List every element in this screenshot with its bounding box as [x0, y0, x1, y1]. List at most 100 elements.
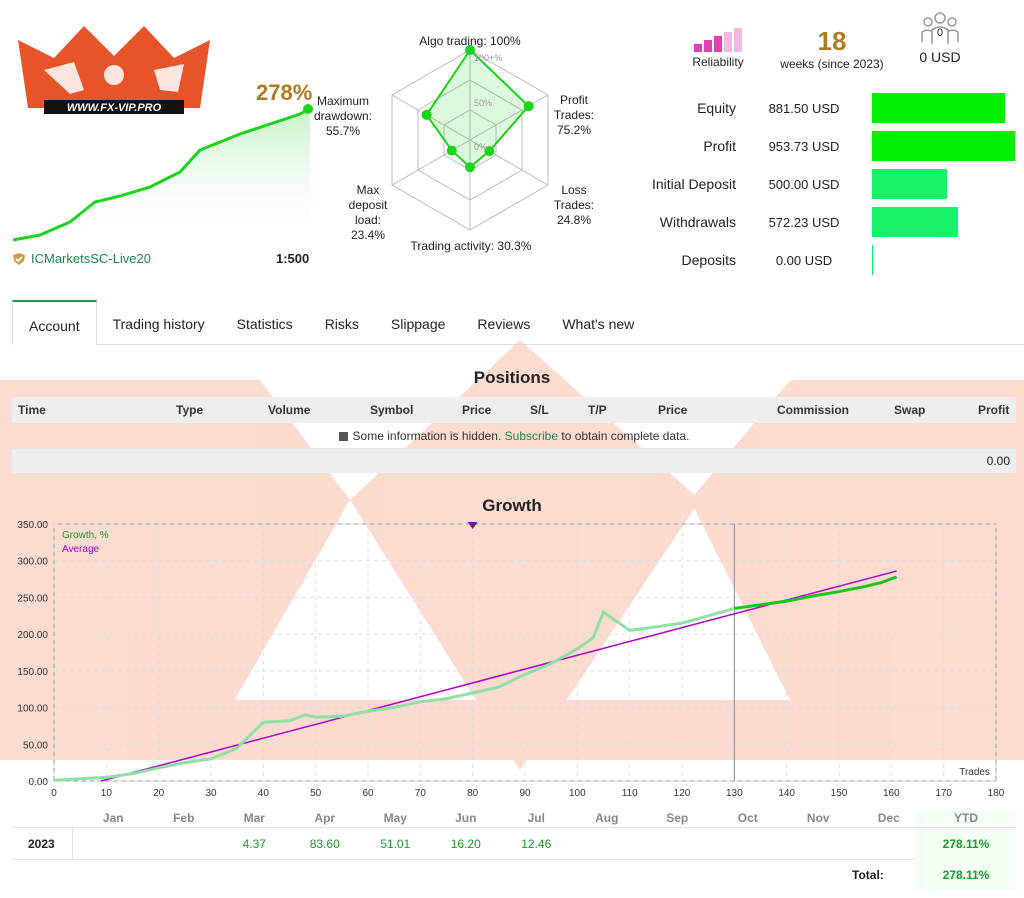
growth-chart: 0 10 20 30 40 50 60 70 80 90 100 110 120 130 140 150 160… [17, 520, 1004, 799]
x-tick-label: 150 [831, 788, 848, 799]
x-tick-label: 20 [153, 788, 165, 799]
balance-value: 572.23 USD [768, 214, 840, 230]
weeks-label: weeks (since 2023) [780, 57, 884, 71]
x-tick-label: 90 [519, 788, 531, 799]
x-tick-label: 170 [935, 788, 952, 799]
radar-chart: 100+% 50% 0% Algo trading: 100% Maximum d… [300, 30, 650, 260]
column-header: Volume [268, 403, 311, 417]
y-tick-label: 350.00 [17, 520, 48, 531]
column-header: Commission [777, 403, 850, 417]
x-tick-label: 140 [778, 788, 795, 799]
weeks-value: 18 [817, 26, 847, 56]
balance-value: 953.73 USD [768, 138, 840, 154]
tab-account[interactable]: Account [12, 300, 97, 345]
x-tick-label: 160 [883, 788, 900, 799]
column-header: Profit [978, 403, 1010, 417]
month-value: 16.20 [450, 837, 481, 851]
x-tick-label: 120 [674, 788, 691, 799]
month-value: 83.60 [309, 837, 340, 851]
hidden-info-row: Some information is hidden. Subscribe to… [12, 423, 1016, 449]
x-axis-label: Trades [959, 767, 990, 778]
balance-value: 881.50 USD [768, 100, 840, 116]
x-tick-label: 40 [258, 788, 270, 799]
legend-average: Average [62, 544, 100, 555]
balance-row-initial-deposit: Initial Deposit 500.00 USD [640, 169, 1024, 199]
balance-bar [872, 93, 1005, 123]
balance-bar [872, 169, 948, 199]
month-header: Jun [455, 811, 477, 825]
radar-point-loss-trades [484, 146, 495, 157]
month-header-row: Jan Feb Mar Apr May Jun Jul Aug Sep Oct Nov Dec YTD [12, 806, 1016, 828]
column-header: Swap [894, 403, 926, 417]
series-growth-line-recent [734, 575, 898, 610]
series-growth-line-history [53, 606, 735, 782]
month-header: Jan [102, 811, 124, 825]
column-header: Price [658, 403, 688, 417]
month-header: Dec [877, 811, 900, 825]
x-tick-label: 110 [622, 788, 638, 799]
profit-trades-label: Profit Trades: 75.2% [553, 93, 595, 137]
radar-point-max-drawdown [421, 109, 432, 120]
total-value: 278.11% [916, 860, 1016, 890]
month-header: Apr [314, 811, 336, 825]
x-tick-label: 50 [310, 788, 322, 799]
ytd-value: 278.11% [916, 828, 1016, 860]
column-divider [72, 828, 73, 860]
column-header: T/P [588, 403, 607, 417]
subscribers-stat[interactable]: 0 0 USD [910, 10, 970, 65]
y-tick-label: 250.00 [17, 593, 48, 604]
column-header: S/L [530, 403, 549, 417]
series-average-line [100, 570, 897, 782]
max-drawdown-label: Maximum drawdown: 55.7% [313, 94, 373, 138]
mini-growth-chart [12, 104, 313, 247]
month-header: Oct [737, 811, 758, 825]
balance-row-deposits: Deposits 0.00 USD [640, 245, 1024, 275]
y-tick-label: 300.00 [17, 557, 48, 568]
x-tick-label: 30 [205, 788, 217, 799]
monthly-returns-table: Jan Feb Mar Apr May Jun Jul Aug Sep Oct Nov Dec YTD 2… [12, 806, 1016, 890]
max-deposit-load-label: Max deposit load: 23.4% [348, 183, 388, 242]
subscribe-link[interactable]: Subscribe [504, 429, 559, 443]
year-row: 2023 4.37 83.60 51.01 16.20 12.46 278.11% [12, 828, 1016, 860]
month-header: Jul [527, 811, 545, 825]
balance-bar [872, 207, 959, 237]
total-row: Total: 278.11% [12, 860, 1016, 890]
svg-text:0: 0 [937, 27, 943, 39]
leverage: 1:500 [276, 251, 310, 266]
algo-trading-label: Algo trading: 100% [419, 34, 521, 48]
tab-statistics[interactable]: Statistics [236, 316, 293, 332]
x-tick-label: 60 [362, 788, 374, 799]
broker-name[interactable]: ICMarketsSC-Live20 [31, 251, 151, 266]
verified-shield-icon [13, 252, 25, 265]
growth-percentage: 278% [256, 80, 313, 105]
reliability-indicator[interactable]: Reliability [684, 28, 752, 69]
month-header: May [383, 811, 407, 825]
tab-slippage[interactable]: Slippage [390, 316, 446, 332]
ytd-header: YTD [916, 811, 1016, 825]
x-tick-label: 130 [726, 788, 743, 799]
positions-table: Time Type Volume Symbol Price S/L T/P Price Comm… [12, 397, 1016, 473]
positions-total: 0.00 [12, 449, 1016, 473]
balance-label: Deposits [681, 252, 736, 268]
balance-row-equity: Equity 881.50 USD [640, 93, 1024, 123]
broker-server[interactable]: ICMarketsSC-Live20 [12, 251, 151, 266]
balance-label: Withdrawals [659, 214, 736, 230]
column-header: Time [18, 403, 46, 417]
tab-risks[interactable]: Risks [324, 316, 359, 332]
x-tick-label: 70 [415, 788, 427, 799]
balance-label: Profit [703, 138, 736, 154]
balance-label: Initial Deposit [651, 176, 736, 192]
subscribers-funds: 0 USD [919, 49, 961, 65]
chart-marker-icon[interactable] [467, 522, 478, 529]
month-header: Aug [595, 811, 619, 825]
tab-what-s-new[interactable]: What's new [562, 316, 635, 332]
radar-point-max-deposit-load [446, 145, 457, 156]
tab-trading-history[interactable]: Trading history [112, 316, 205, 332]
balance-bar [872, 131, 1016, 161]
weeks-stat: 18 weeks (since 2023) [772, 26, 892, 71]
y-tick-label: 100.00 [17, 704, 48, 715]
legend-growth: Growth, % [62, 530, 109, 541]
column-header: Type [176, 403, 204, 417]
tab-reviews[interactable]: Reviews [477, 316, 531, 332]
column-header: Symbol [370, 403, 414, 417]
